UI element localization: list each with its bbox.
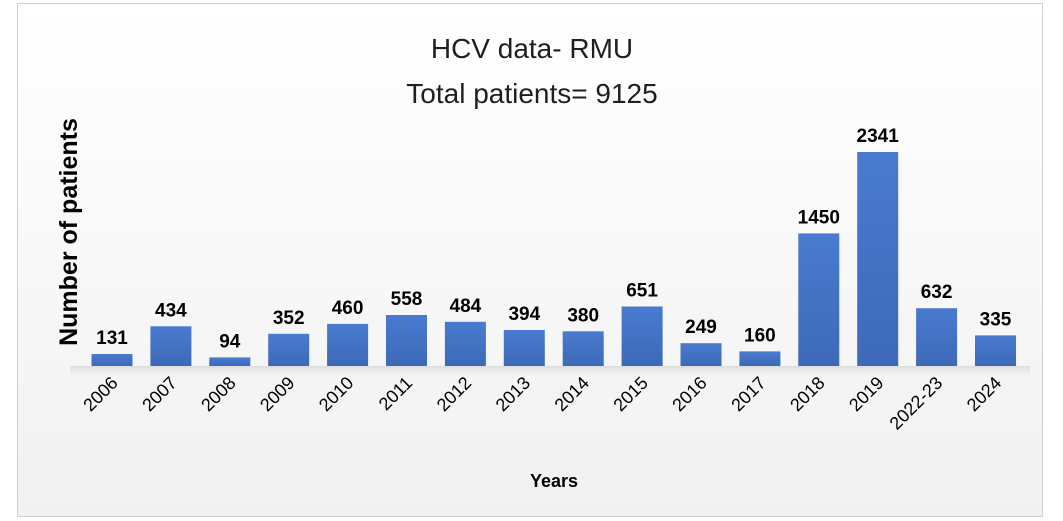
data-label-2019: 2341	[857, 126, 900, 147]
data-label-2015: 651	[626, 281, 658, 302]
bar-2014	[562, 331, 604, 366]
data-label-2008: 94	[219, 331, 241, 352]
value-labels-group: 131 434 94 352 460 558 484 394 380 651 249 160 1450 2…	[96, 126, 1012, 352]
data-label-2006: 131	[96, 328, 128, 349]
data-label-2012: 484	[450, 296, 482, 317]
bars-group	[91, 152, 1016, 366]
bar-2006	[91, 354, 133, 366]
x-axis-label: Years	[530, 471, 578, 491]
data-label-2014: 380	[567, 305, 599, 326]
bar-2024	[975, 335, 1016, 366]
y-axis-label: Number of patients	[55, 118, 83, 346]
data-label-2009: 352	[273, 308, 305, 329]
chart-title: HCV data- RMU	[431, 33, 633, 64]
data-label-2024: 335	[980, 309, 1012, 330]
bar-2018	[798, 233, 840, 366]
bar-2012	[444, 321, 486, 366]
bar-2008	[209, 357, 251, 366]
data-label-2022-23: 632	[921, 282, 953, 303]
data-label-2010: 460	[332, 298, 364, 319]
bar-2015	[621, 306, 663, 366]
bar-2007	[150, 326, 192, 366]
bar-2013	[503, 330, 545, 366]
bar-2017	[739, 351, 781, 366]
chart-subtitle: Total patients= 9125	[406, 78, 657, 109]
plot-floor-shadow	[70, 366, 1030, 382]
data-label-2011: 558	[391, 289, 423, 310]
data-label-2016: 249	[685, 317, 717, 338]
data-label-2013: 394	[508, 304, 540, 325]
bar-2022-23	[916, 308, 958, 366]
bar-2011	[386, 315, 427, 366]
bar-2019	[857, 152, 899, 366]
bar-2010	[327, 323, 369, 366]
bar-2009	[268, 333, 310, 366]
bar-2016	[680, 343, 722, 366]
data-label-2017: 160	[744, 325, 776, 346]
data-label-2018: 1450	[798, 207, 840, 228]
data-label-2007: 434	[155, 300, 187, 321]
